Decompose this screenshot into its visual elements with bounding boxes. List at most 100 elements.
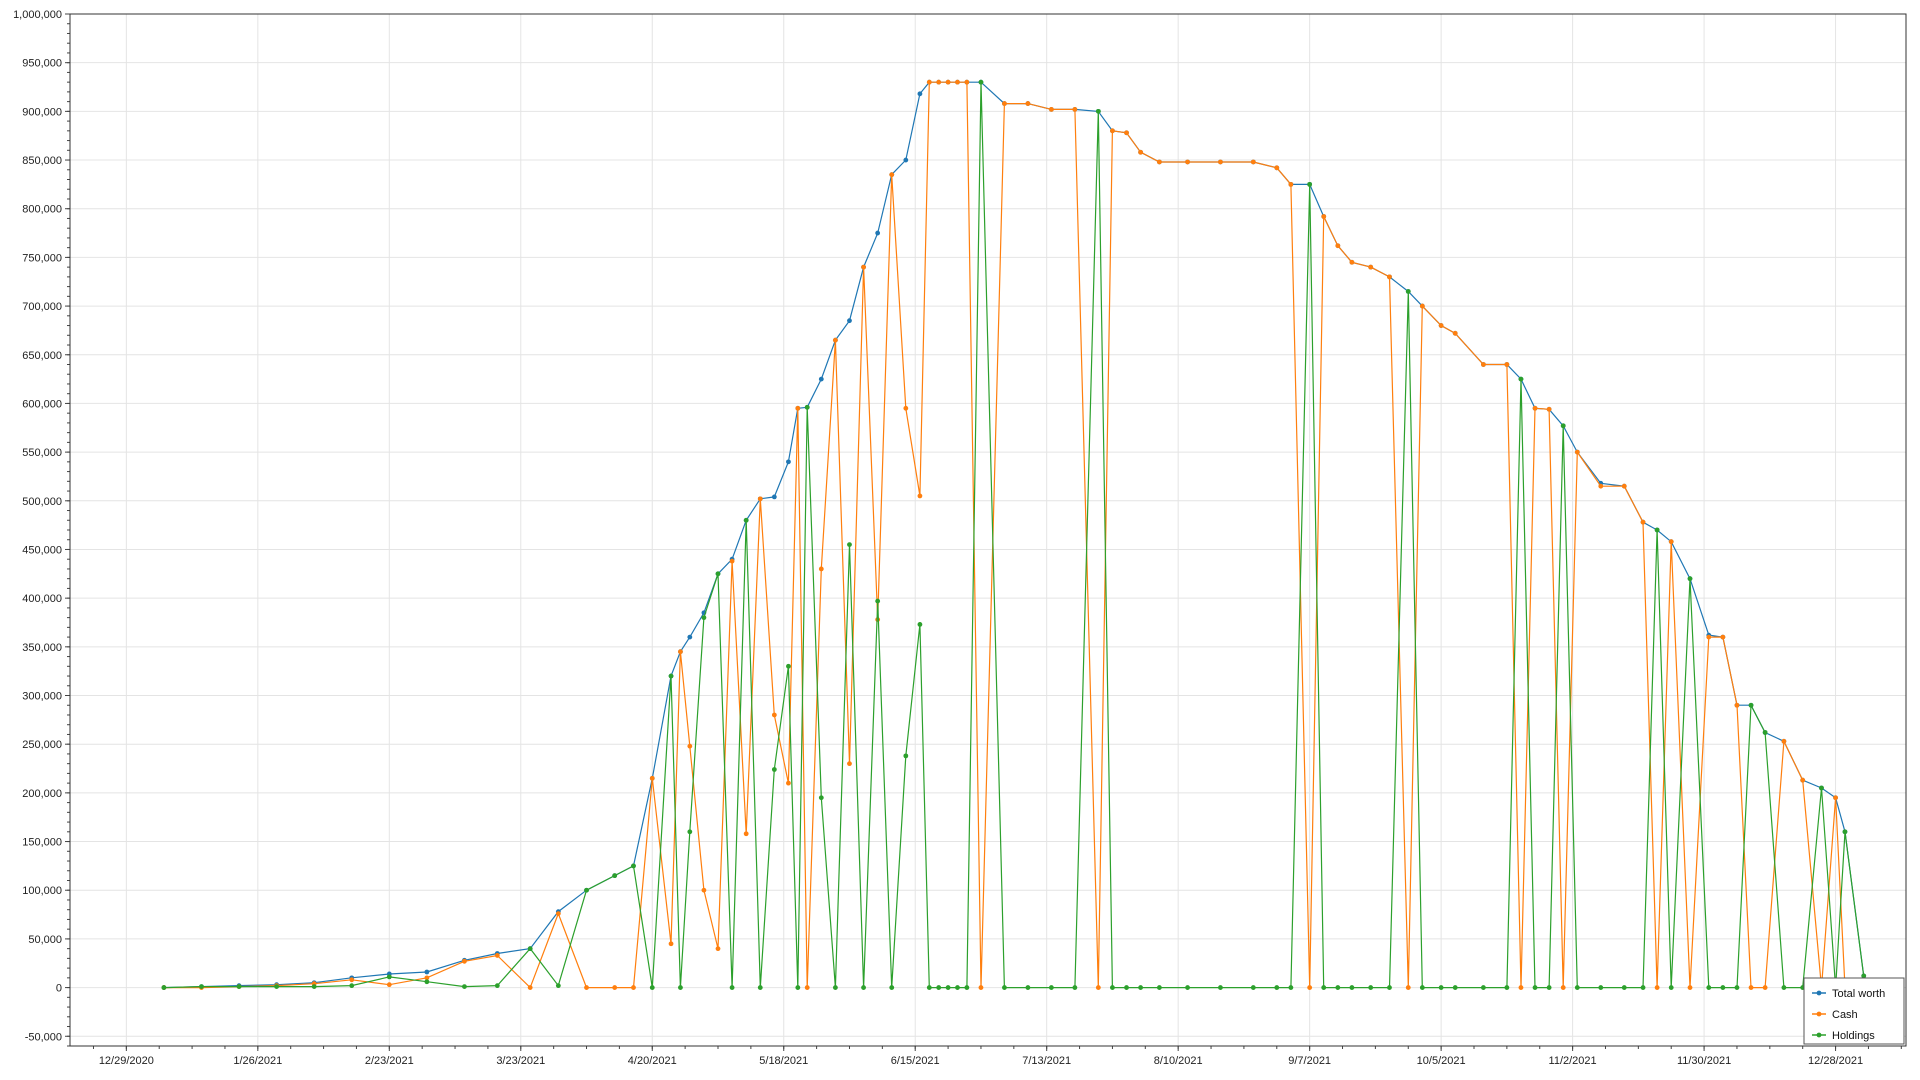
data-point: [1546, 985, 1552, 990]
data-point: [1687, 985, 1693, 990]
x-tick-label: 1/26/2021: [233, 1055, 282, 1067]
data-point: [1842, 829, 1848, 835]
data-point: [917, 91, 923, 97]
data-point: [1706, 985, 1712, 990]
series-line: [163, 82, 1865, 989]
data-point: [1335, 985, 1341, 990]
data-point: [1598, 985, 1604, 990]
data-point: [1349, 259, 1355, 265]
data-point: [1720, 985, 1726, 990]
data-point: [1762, 985, 1768, 990]
data-point: [945, 79, 951, 85]
data-point: [903, 405, 909, 411]
x-tick-label: 12/29/2020: [99, 1055, 154, 1067]
data-point: [743, 831, 749, 837]
data-point: [889, 985, 895, 990]
data-point: [818, 376, 824, 382]
data-point: [847, 318, 852, 324]
data-point: [1654, 527, 1660, 533]
data-point: [1321, 214, 1327, 219]
data-point: [1762, 730, 1768, 735]
legend: Total worth Cash Holdings: [1803, 977, 1905, 1045]
data-point: [1095, 108, 1101, 114]
data-point: [875, 598, 881, 604]
data-point: [1518, 985, 1524, 990]
data-point: [1072, 985, 1078, 990]
y-tick-label: 450,000: [22, 544, 62, 556]
y-tick-label: 500,000: [22, 496, 62, 508]
data-point: [926, 985, 932, 990]
data-point: [1405, 289, 1411, 294]
data-point: [1861, 973, 1867, 979]
x-tick-label: 8/10/2021: [1154, 1055, 1203, 1067]
series-holdings: [161, 79, 1867, 990]
y-tick-label: 750,000: [22, 252, 62, 264]
data-point: [875, 230, 881, 236]
y-tick-label: 950,000: [22, 58, 62, 70]
data-point: [668, 941, 674, 947]
data-point: [818, 795, 824, 801]
data-point: [1734, 702, 1740, 708]
data-point: [1307, 985, 1313, 990]
y-tick-label: 650,000: [22, 350, 62, 362]
data-point: [1833, 795, 1838, 801]
y-tick-label: 800,000: [22, 204, 62, 216]
series-layer: [161, 79, 1867, 990]
data-point: [786, 459, 791, 465]
data-point: [917, 493, 923, 499]
data-point: [1419, 303, 1425, 309]
data-point: [1185, 985, 1190, 990]
data-point: [199, 984, 204, 990]
data-point: [462, 958, 467, 964]
y-tick-label: 350,000: [22, 642, 62, 654]
data-point: [1574, 985, 1580, 990]
legend-swatch-marker: [1816, 990, 1822, 996]
data-point: [1781, 985, 1787, 990]
data-point: [1621, 483, 1627, 489]
data-point: [687, 634, 693, 640]
legend-label: Cash: [1832, 1009, 1858, 1021]
data-point: [1274, 985, 1280, 990]
data-point: [847, 761, 852, 767]
data-point: [1706, 634, 1712, 640]
legend-label: Total worth: [1832, 988, 1885, 1000]
x-tick-label: 10/5/2021: [1417, 1055, 1466, 1067]
data-point: [861, 985, 866, 990]
data-point: [1781, 738, 1787, 744]
data-point: [1138, 985, 1144, 990]
y-tick-label: 200,000: [22, 788, 62, 800]
data-point: [1218, 159, 1223, 165]
data-point: [1124, 130, 1129, 136]
grid-lines: [70, 13, 1906, 1046]
data-point: [795, 985, 801, 990]
y-axis-tick-labels: -50,000 0 50,000 100,000 150,000 200,000 250,0…: [13, 9, 62, 1043]
data-point: [847, 542, 852, 548]
data-point: [1025, 101, 1031, 106]
y-tick-label: 150,000: [22, 837, 62, 849]
data-point: [1518, 376, 1524, 382]
data-point: [349, 983, 355, 989]
data-point: [955, 985, 960, 990]
data-point: [1452, 985, 1458, 990]
data-point: [832, 337, 838, 343]
data-point: [1419, 985, 1425, 990]
x-tick-label: 4/20/2021: [628, 1055, 677, 1067]
data-point: [1156, 159, 1162, 165]
data-point: [1307, 181, 1313, 187]
data-point: [1640, 519, 1646, 525]
data-point: [1321, 985, 1327, 990]
data-point: [955, 79, 960, 85]
data-point: [917, 622, 923, 627]
data-point: [274, 984, 280, 990]
data-point: [1560, 985, 1566, 990]
y-tick-label: 850,000: [22, 155, 62, 167]
data-point: [386, 982, 392, 988]
series-cash: [161, 79, 1867, 990]
data-point: [631, 863, 636, 869]
data-point: [771, 494, 777, 500]
data-point: [1335, 243, 1341, 249]
y-tick-label: 0: [56, 983, 62, 995]
data-point: [804, 985, 810, 990]
series-line: [163, 81, 1864, 989]
